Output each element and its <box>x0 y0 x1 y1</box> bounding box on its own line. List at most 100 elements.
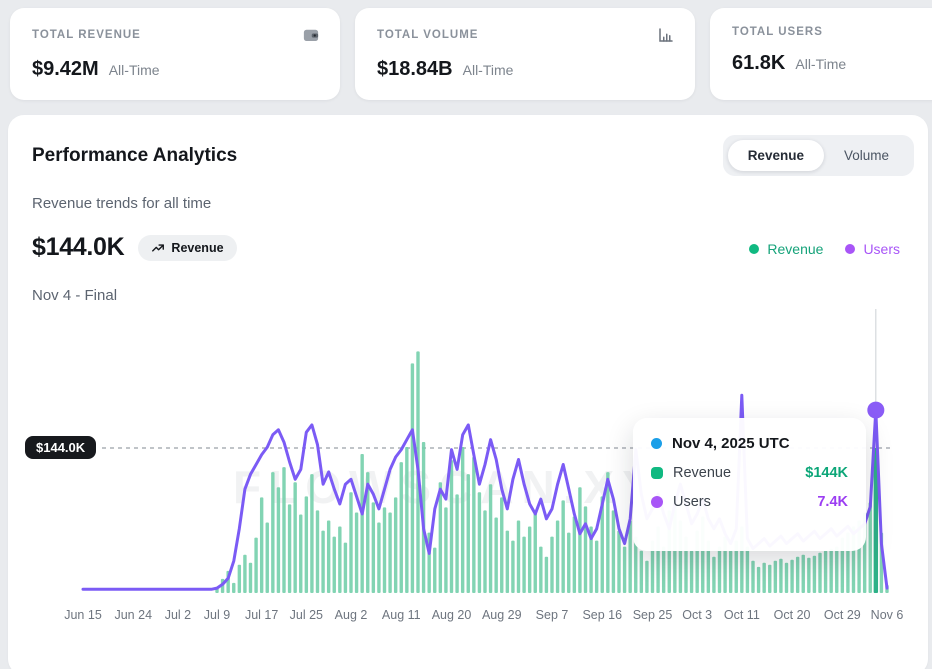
revenue-bar[interactable] <box>634 536 638 593</box>
revenue-bar[interactable] <box>271 472 275 593</box>
revenue-bar[interactable] <box>243 554 247 593</box>
revenue-bar[interactable] <box>728 550 733 593</box>
revenue-bar[interactable] <box>472 457 476 593</box>
revenue-bar[interactable] <box>544 556 549 593</box>
revenue-bar[interactable] <box>466 474 470 593</box>
revenue-bar[interactable] <box>299 514 303 593</box>
revenue-bar[interactable] <box>645 560 649 593</box>
revenue-bar[interactable] <box>840 537 845 593</box>
revenue-bar[interactable] <box>561 500 565 593</box>
revenue-bar[interactable] <box>321 530 325 593</box>
revenue-bar[interactable] <box>388 512 392 593</box>
revenue-bar[interactable] <box>717 546 722 593</box>
revenue-bar[interactable] <box>689 550 694 593</box>
revenue-bar[interactable] <box>293 482 297 593</box>
revenue-bar[interactable] <box>550 536 554 593</box>
revenue-bar[interactable] <box>505 530 510 593</box>
revenue-bar[interactable] <box>326 520 331 593</box>
revenue-bar[interactable] <box>762 562 766 593</box>
revenue-bar[interactable] <box>460 446 465 593</box>
revenue-bar[interactable] <box>516 520 521 593</box>
revenue-bar[interactable] <box>868 502 872 593</box>
revenue-bar[interactable] <box>343 542 348 593</box>
toggle-revenue[interactable]: Revenue <box>727 140 824 171</box>
revenue-bar[interactable] <box>829 548 833 593</box>
revenue-bar[interactable] <box>795 556 800 593</box>
revenue-bar[interactable] <box>650 540 655 593</box>
revenue-bar[interactable] <box>248 562 253 593</box>
revenue-bar[interactable] <box>444 507 448 593</box>
revenue-bar[interactable] <box>332 536 336 593</box>
revenue-bar[interactable] <box>807 557 811 593</box>
revenue-bar[interactable] <box>790 559 794 593</box>
revenue-bar[interactable] <box>572 516 577 593</box>
revenue-bar[interactable] <box>455 494 459 593</box>
revenue-bar[interactable] <box>433 547 437 593</box>
revenue-bar[interactable] <box>477 492 482 593</box>
revenue-bar[interactable] <box>511 540 515 593</box>
revenue-bar[interactable] <box>611 510 616 593</box>
revenue-bar[interactable] <box>555 520 560 593</box>
revenue-bar[interactable] <box>366 472 370 593</box>
revenue-bar[interactable] <box>254 537 258 593</box>
revenue-bar[interactable] <box>488 484 493 593</box>
revenue-bar[interactable] <box>265 522 269 593</box>
revenue-bar[interactable] <box>315 510 320 593</box>
revenue-bar[interactable] <box>405 446 409 593</box>
revenue-bar[interactable] <box>583 506 588 593</box>
revenue-bar[interactable] <box>382 507 387 593</box>
revenue-bar[interactable] <box>399 462 403 593</box>
revenue-bar[interactable] <box>527 526 532 593</box>
revenue-bar[interactable] <box>823 550 828 593</box>
revenue-bar[interactable] <box>606 472 610 593</box>
revenue-bar[interactable] <box>276 487 281 593</box>
revenue-bar[interactable] <box>600 496 604 593</box>
revenue-bar[interactable] <box>779 558 783 593</box>
revenue-bar[interactable] <box>622 546 627 593</box>
revenue-bar[interactable] <box>483 510 487 593</box>
revenue-bar[interactable] <box>812 555 817 593</box>
revenue-bar[interactable] <box>354 512 359 593</box>
revenue-bar[interactable] <box>371 502 376 593</box>
revenue-bar[interactable] <box>756 566 761 593</box>
revenue-bar[interactable] <box>360 454 364 593</box>
revenue-bar[interactable] <box>589 526 593 593</box>
revenue-bar[interactable] <box>578 487 582 593</box>
revenue-bar[interactable] <box>237 564 242 593</box>
active-point-marker[interactable] <box>867 401 885 419</box>
revenue-bar[interactable] <box>449 460 454 593</box>
revenue-bar[interactable] <box>712 556 716 593</box>
revenue-bar[interactable] <box>661 546 666 593</box>
highlighted-bar[interactable] <box>873 447 879 593</box>
revenue-bar[interactable] <box>533 512 537 593</box>
revenue-bar[interactable] <box>393 497 398 593</box>
revenue-bar[interactable] <box>801 554 805 593</box>
revenue-bar[interactable] <box>438 482 443 593</box>
revenue-bar[interactable] <box>287 504 292 593</box>
revenue-bar[interactable] <box>410 363 415 593</box>
revenue-bar[interactable] <box>734 540 738 593</box>
revenue-bar[interactable] <box>628 520 632 593</box>
revenue-bar[interactable] <box>835 546 839 593</box>
revenue-bar[interactable] <box>539 546 543 593</box>
revenue-bar[interactable] <box>639 550 644 593</box>
revenue-bar[interactable] <box>349 492 353 593</box>
revenue-bar[interactable] <box>377 522 381 593</box>
revenue-bar[interactable] <box>745 546 750 593</box>
revenue-bar[interactable] <box>706 540 711 593</box>
revenue-bar[interactable] <box>282 467 286 593</box>
revenue-bar[interactable] <box>567 532 571 593</box>
revenue-bar[interactable] <box>768 564 772 593</box>
revenue-bar[interactable] <box>522 536 526 593</box>
revenue-bar[interactable] <box>773 560 778 593</box>
revenue-bar[interactable] <box>594 540 599 593</box>
revenue-bar[interactable] <box>818 552 822 593</box>
toggle-volume[interactable]: Volume <box>843 148 889 163</box>
revenue-bar[interactable] <box>304 496 309 593</box>
revenue-bar[interactable] <box>784 562 789 593</box>
chart-area[interactable]: FLOWSCAN.XYZ <box>0 305 932 600</box>
revenue-bar[interactable] <box>494 517 498 593</box>
revenue-bar[interactable] <box>259 497 264 593</box>
revenue-bar[interactable] <box>310 474 314 593</box>
revenue-bar[interactable] <box>338 526 342 593</box>
